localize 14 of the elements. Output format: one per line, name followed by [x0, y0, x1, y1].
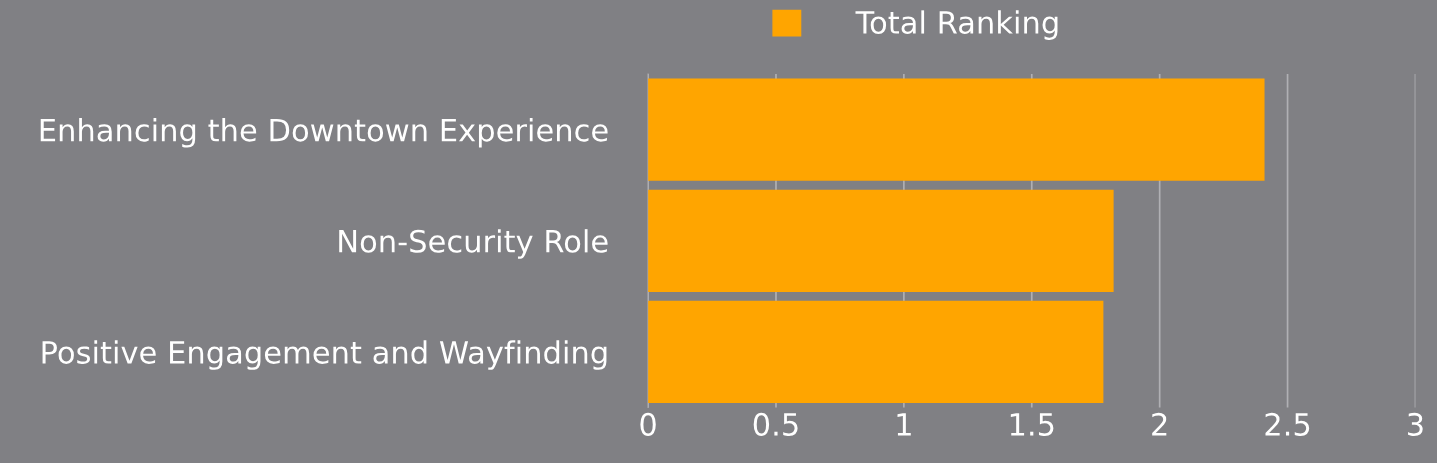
- y-tick-label: Positive Engagement and Wayfinding: [42, 340, 607, 370]
- y-tick-label: Enhancing the Downtown Experience: [40, 118, 608, 148]
- x-tick-label: 3: [1408, 412, 1423, 436]
- bar: [648, 189, 1114, 292]
- bar: [648, 300, 1104, 403]
- x-tick-label: 0.5: [753, 412, 798, 436]
- y-tick-label: Non-Security Role: [339, 229, 608, 259]
- legend-label: Total Ranking: [855, 10, 1058, 40]
- x-tick-label: 2: [1152, 412, 1167, 436]
- x-tick-label: 2.5: [1265, 412, 1310, 436]
- x-tick-label: 1: [897, 413, 911, 436]
- x-tick-label: 0: [640, 412, 656, 436]
- x-tick-label: 1.5: [1010, 413, 1054, 436]
- bar: [648, 78, 1265, 181]
